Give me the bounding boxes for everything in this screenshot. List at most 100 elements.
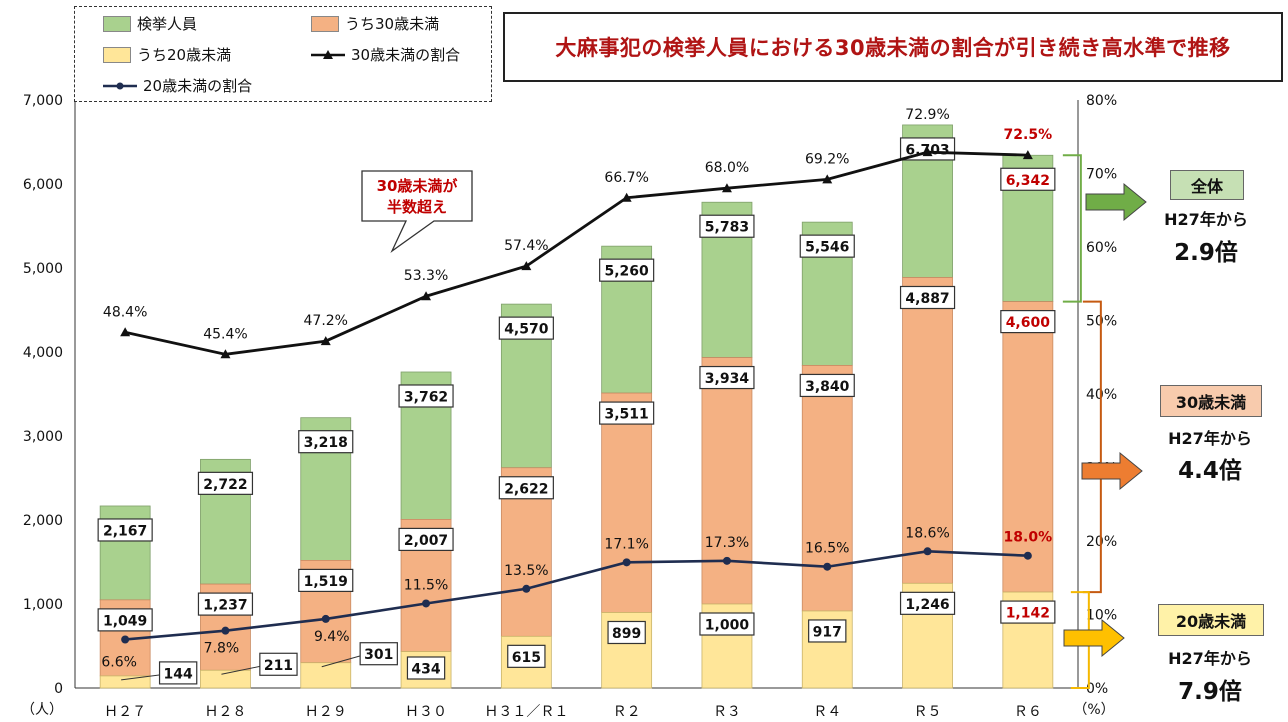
total-value-label-box xyxy=(599,258,655,282)
arrow-total xyxy=(1085,182,1147,222)
ratio20-value-label: 13.5% xyxy=(504,563,548,579)
left-tick-label: 7,000 xyxy=(23,93,63,109)
total-value-label: 5,546 xyxy=(805,240,849,256)
ratio20-marker xyxy=(622,558,631,567)
total-value-label: 2,722 xyxy=(203,477,247,493)
total-value-label-box xyxy=(1000,167,1056,191)
title-box: 大麻事犯の検挙人員における30歳未満の割合が引き続き高水準で推移 xyxy=(503,12,1283,82)
under30-value-label: 2,007 xyxy=(404,533,448,549)
under20-value-label-box xyxy=(507,644,546,668)
total-value-label: 6,342 xyxy=(1006,173,1050,189)
x-tick-label: Ｒ５ xyxy=(914,704,942,720)
ratio20-marker xyxy=(121,635,130,644)
under30-value-label: 1,237 xyxy=(203,598,247,614)
left-tick-label: 0 xyxy=(54,681,63,697)
legend: 検挙人員 うち30歳未満 うち20歳未満 30歳未満の割合 20歳未満の割合 xyxy=(74,6,492,102)
x-tick-label: Ｒ４ xyxy=(813,704,841,720)
under30-value-label-box xyxy=(899,285,956,310)
bar-under30 xyxy=(701,357,753,605)
ratio30-value-label: 48.4% xyxy=(103,304,147,320)
total-value-label-box xyxy=(298,430,354,454)
total-value-label: 5,783 xyxy=(705,220,749,236)
under30-value-label: 2,622 xyxy=(504,481,548,497)
ratio30-value-label: 47.2% xyxy=(304,313,348,329)
under20-value-label-box xyxy=(359,642,398,666)
total-value-label-box xyxy=(699,214,755,238)
under30-value-label-box xyxy=(699,365,755,390)
ratio20-marker xyxy=(422,599,431,608)
bar-under30 xyxy=(902,277,953,584)
under30-value-label: 1,519 xyxy=(304,574,348,590)
ratio30-value-label: 72.5% xyxy=(1004,127,1053,143)
ratio30-marker xyxy=(421,291,432,301)
legend-under20-label: うち20歳未満 xyxy=(137,46,232,64)
right-tick-label: 70% xyxy=(1086,167,1117,183)
left-tick-label: 5,000 xyxy=(23,261,63,277)
ratio30-value-label: 72.9% xyxy=(905,107,949,123)
ratio20-marker xyxy=(923,547,932,556)
under20-value-label: 917 xyxy=(813,624,842,640)
under20-value-label-box xyxy=(259,652,298,676)
under20-value-label: 144 xyxy=(164,666,193,682)
ratio30-marker xyxy=(220,349,231,359)
total-value-label-box xyxy=(398,384,454,408)
under20-value-label-box xyxy=(607,620,646,645)
ratio30-line xyxy=(124,150,1028,356)
under20-leader-line xyxy=(321,655,361,668)
ratio20-value-label: 6.6% xyxy=(101,654,137,670)
under20-value-label-box xyxy=(158,661,198,685)
x-tick-label: Ｈ３０ xyxy=(405,704,447,720)
under20-leader-line xyxy=(121,674,161,681)
ratio30-marker xyxy=(120,327,131,337)
under20-value-label: 1,000 xyxy=(705,618,750,634)
left-tick-label: 6,000 xyxy=(23,177,63,193)
under30-value-label: 1,049 xyxy=(103,613,147,629)
total-value-label-box xyxy=(799,234,855,258)
under20-value-label: 1,142 xyxy=(1006,606,1050,622)
ratio20-value-label: 7.8% xyxy=(204,641,240,657)
under20-value-label-box xyxy=(1000,600,1056,624)
under20-leader-line xyxy=(221,665,261,675)
under30-multiplier: 4.4倍 xyxy=(1178,458,1242,484)
right-tick-label: 80% xyxy=(1086,93,1117,109)
callout-line1: 30歳未満が xyxy=(377,177,459,195)
under30-value-label: 3,511 xyxy=(605,407,649,423)
ratio30-marker xyxy=(822,174,833,184)
callout-bubble xyxy=(361,170,473,253)
under20-multiplier: 7.9倍 xyxy=(1178,679,1242,705)
under20-value-label: 434 xyxy=(411,662,440,678)
total-value-label: 5,260 xyxy=(605,264,650,280)
total-value-label: 4,570 xyxy=(504,322,549,338)
ratio30-marker xyxy=(922,147,933,157)
badge-under20: 20歳未満 xyxy=(1158,604,1264,636)
bracket-under30 xyxy=(1082,300,1102,594)
x-tick-label: Ｈ３１／Ｒ１ xyxy=(484,704,568,720)
badge-under30: 30歳未満 xyxy=(1160,385,1262,417)
legend-ratio20-line xyxy=(103,82,137,89)
callout-line2: 半数超え xyxy=(387,198,447,216)
legend-ratio30: 30歳未満の割合 xyxy=(311,44,460,65)
under30-value-label-box xyxy=(498,476,554,500)
under30-value-label: 4,600 xyxy=(1006,315,1051,331)
bar-under30 xyxy=(601,392,653,613)
arrow-under30 xyxy=(1081,451,1143,491)
under30-value-label-box xyxy=(398,527,454,552)
ratio30-marker xyxy=(320,336,331,346)
bracket-total xyxy=(1062,154,1082,303)
ratio30-value-label: 66.7% xyxy=(604,170,648,186)
under20-value-label: 615 xyxy=(512,650,541,666)
under20-value-label: 211 xyxy=(264,658,293,674)
left-axis-unit: （人） xyxy=(21,702,63,718)
left-tick-label: 2,000 xyxy=(23,513,63,529)
under30-value-label: 3,840 xyxy=(805,379,850,395)
under20-value-label: 301 xyxy=(364,647,393,663)
arrow-under20 xyxy=(1063,618,1125,658)
under30-value-label: 4,887 xyxy=(905,291,949,307)
under30-value-label-box xyxy=(1000,310,1056,334)
ratio20-marker xyxy=(522,584,531,593)
under30-value-label: 3,934 xyxy=(705,371,750,387)
right-tick-label: 60% xyxy=(1086,240,1117,256)
under20-value-label: 899 xyxy=(612,626,641,642)
